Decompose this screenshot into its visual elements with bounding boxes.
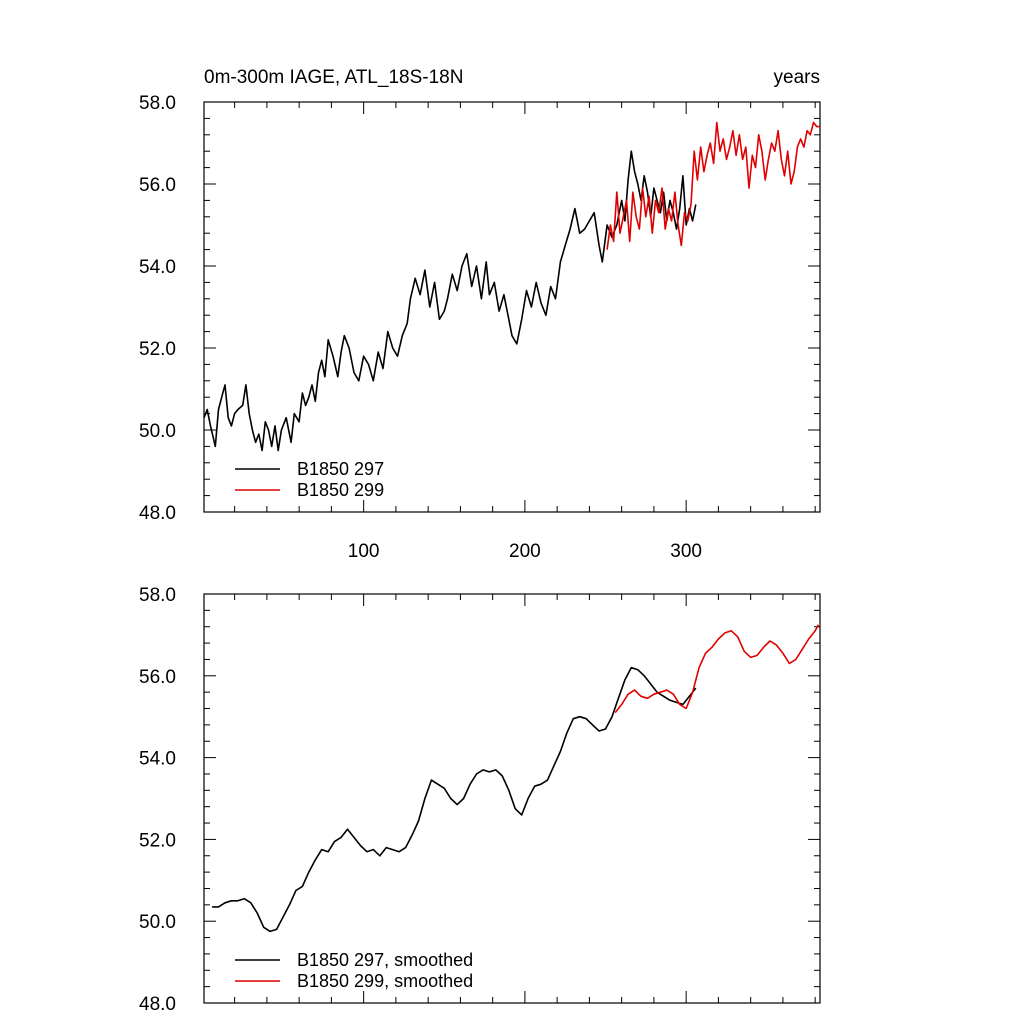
legend-label: B1850 297 [297, 459, 384, 479]
x-tick-label: 200 [509, 541, 541, 562]
y-tick-label: 58.0 [139, 585, 176, 606]
y-tick-label: 52.0 [139, 339, 176, 360]
legend-label: B1850 297, smoothed [297, 950, 473, 970]
y-tick-label: 50.0 [139, 912, 176, 933]
top-panel: 0m-300m IAGE, ATL_18S-18N years 48.0 50.0… [139, 67, 821, 562]
plot-frame [203, 101, 821, 513]
series-line-299 [614, 624, 820, 714]
y-tick-label: 48.0 [139, 994, 176, 1015]
panel-units: years [774, 67, 820, 88]
y-tick-label: 56.0 [139, 175, 176, 196]
y-tick-label: 52.0 [139, 830, 176, 851]
bottom-plot-area: 48.0 50.0 52.0 54.0 56.0 58.0 B1850 297, smoot… [139, 585, 821, 1015]
y-tick-label: 50.0 [139, 421, 176, 442]
y-tick-label: 54.0 [139, 257, 176, 278]
y-tick-label: 58.0 [139, 93, 176, 114]
panel-title: 0m-300m IAGE, ATL_18S-18N [204, 67, 463, 88]
top-plot-area: 48.0 50.0 52.0 54.0 56.0 58.0 100 200 300 B1850 2… [139, 93, 821, 562]
y-tick-label: 56.0 [139, 667, 176, 688]
series-line-297 [203, 150, 697, 452]
legend-label: B1850 299 [297, 480, 384, 500]
legend-label: B1850 299, smoothed [297, 971, 473, 991]
bottom-panel: 48.0 50.0 52.0 54.0 56.0 58.0 B1850 297, smoot… [139, 585, 821, 1015]
y-tick-label: 48.0 [139, 503, 176, 524]
plot-frame [203, 593, 821, 1004]
x-tick-label: 100 [348, 541, 380, 562]
x-tick-label: 300 [670, 541, 702, 562]
series-line-299 [606, 121, 820, 250]
y-tick-label: 54.0 [139, 749, 176, 770]
series-line-297 [212, 666, 697, 933]
